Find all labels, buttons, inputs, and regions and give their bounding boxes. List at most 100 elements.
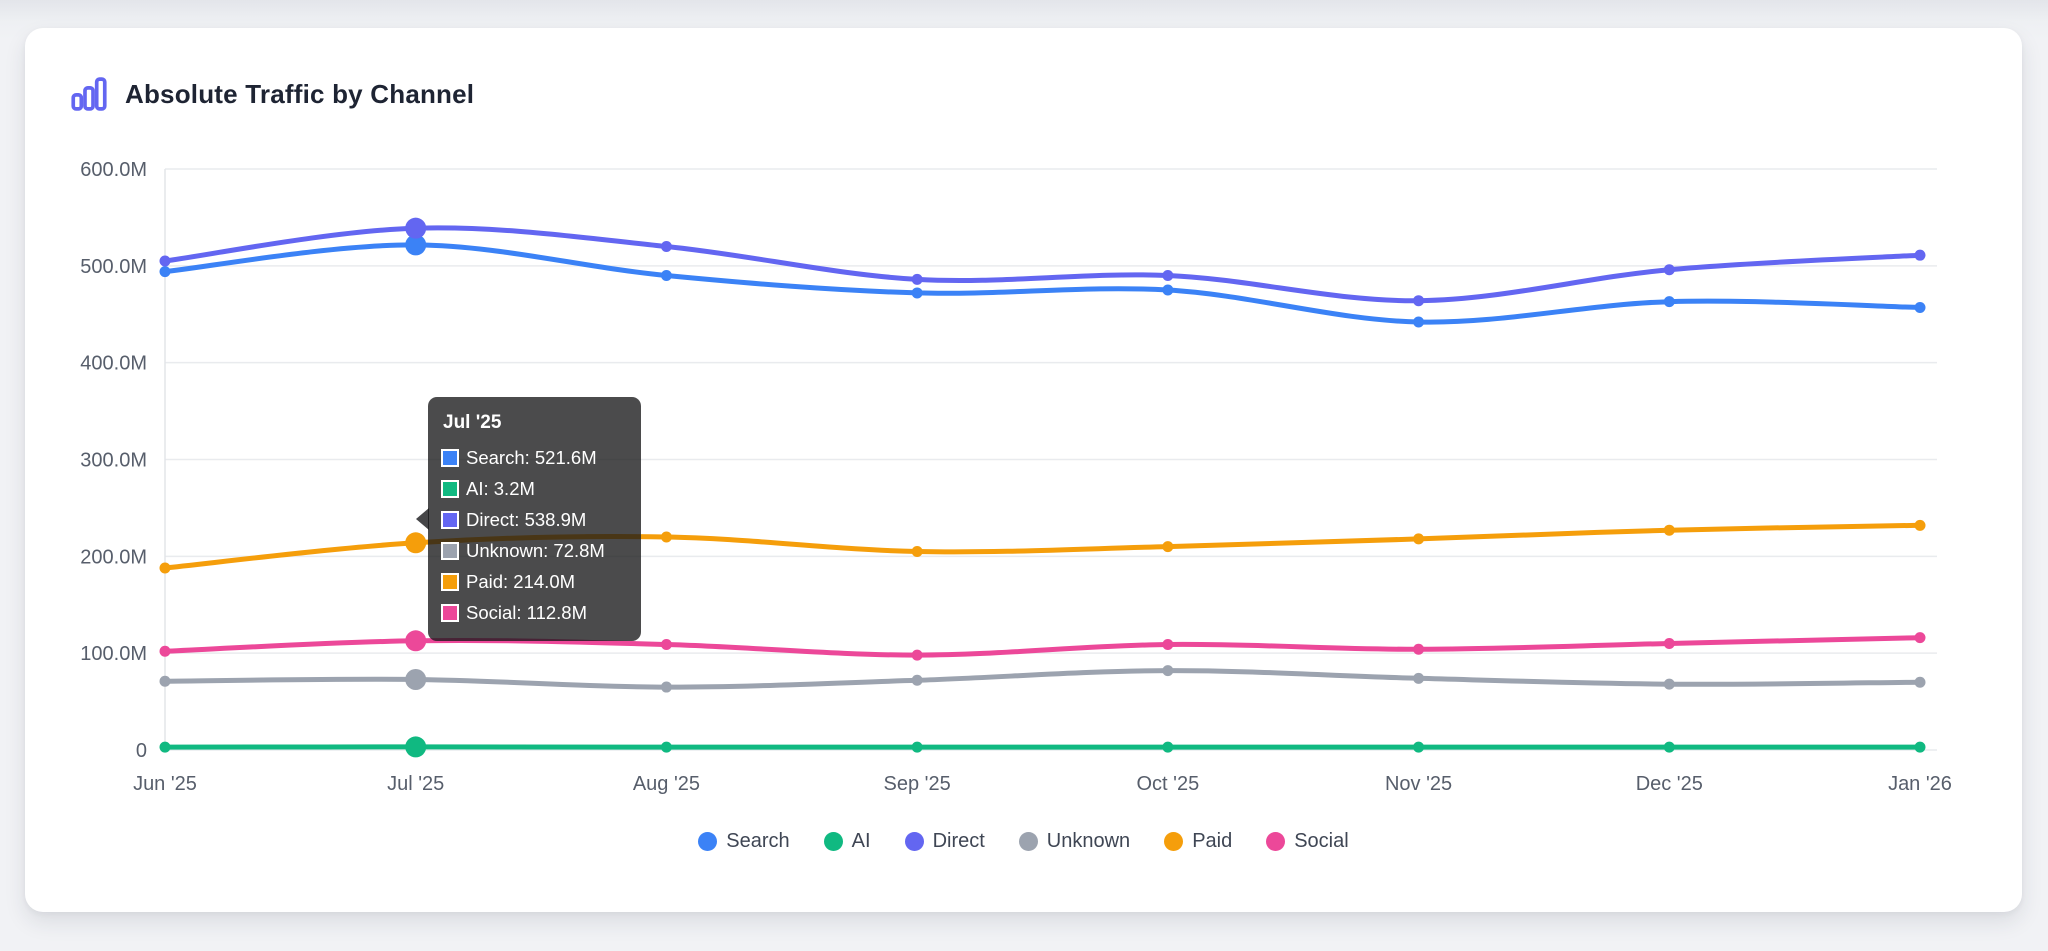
tooltip-row-unknown: Unknown: 72.8M [441, 535, 626, 566]
legend-label: Social [1294, 830, 1349, 852]
tooltip-row-ai: AI: 3.2M [441, 473, 626, 504]
legend-color-dot [1164, 832, 1184, 851]
data-point-paid[interactable] [660, 531, 672, 543]
legend-item-ai[interactable]: AI [823, 830, 871, 853]
data-point-unknown[interactable] [1413, 672, 1425, 684]
tooltip-rows: Search: 521.6M AI: 3.2M Direct: 538.9M Unkn… [441, 442, 626, 628]
data-point-direct[interactable] [1663, 264, 1675, 276]
tooltip-row-social: Social: 112.8M [441, 597, 626, 628]
highlighted-data-point-social[interactable] [405, 630, 427, 652]
data-point-ai[interactable] [1663, 741, 1675, 753]
data-point-search[interactable] [1413, 316, 1425, 328]
data-point-paid[interactable] [1914, 519, 1926, 531]
data-point-ai[interactable] [1162, 741, 1174, 753]
x-axis-tick-label: Jul '25 [387, 773, 444, 795]
tooltip-row-search: Search: 521.6M [441, 442, 626, 473]
traffic-chart-card: Absolute Traffic by Channel 600.0M 500.0M… [25, 28, 2022, 912]
data-point-direct[interactable] [911, 273, 923, 285]
data-point-social[interactable] [911, 649, 923, 661]
tooltip-series-swatch [441, 541, 459, 560]
y-axis-tick-label: 100.0M [80, 643, 147, 665]
tooltip-series-value: Search: 521.6M [466, 446, 597, 468]
data-point-ai[interactable] [1914, 741, 1926, 753]
data-point-search[interactable] [1162, 284, 1174, 296]
tooltip-row-paid: Paid: 214.0M [441, 566, 626, 597]
tooltip-series-value: AI: 3.2M [466, 477, 535, 499]
legend-color-dot [1266, 832, 1286, 851]
data-point-search[interactable] [159, 266, 171, 278]
data-point-direct[interactable] [660, 240, 672, 252]
legend-item-search[interactable]: Search [698, 830, 790, 853]
x-axis-tick-label: Nov '25 [1385, 773, 1452, 795]
y-axis-tick-label: 0 [136, 740, 147, 762]
data-point-social[interactable] [1162, 638, 1174, 650]
data-point-paid[interactable] [1162, 541, 1174, 553]
highlighted-data-point-direct[interactable] [405, 217, 427, 239]
data-point-search[interactable] [660, 270, 672, 282]
data-point-paid[interactable] [1413, 533, 1425, 545]
tooltip-series-swatch [441, 510, 459, 529]
data-point-social[interactable] [660, 638, 672, 650]
legend-color-dot [698, 832, 718, 851]
data-point-ai[interactable] [159, 741, 171, 753]
tooltip-series-value: Social: 112.8M [466, 601, 587, 623]
highlighted-data-point-paid[interactable] [405, 532, 427, 554]
x-axis-tick-label: Dec '25 [1636, 773, 1703, 795]
data-point-social[interactable] [1914, 632, 1926, 644]
legend-item-unknown[interactable]: Unknown [1018, 830, 1130, 853]
data-point-search[interactable] [1663, 296, 1675, 308]
x-axis-tick-label: Aug '25 [633, 773, 700, 795]
legend-label: Direct [932, 830, 985, 852]
data-point-social[interactable] [1663, 637, 1675, 649]
y-axis-tick-label: 600.0M [80, 159, 147, 181]
traffic-line-chart[interactable]: 600.0M 500.0M 400.0M 300.0M 200.0M 100.0M 0 Jun… [25, 28, 2022, 912]
legend-label: AI [851, 830, 871, 852]
series-line-unknown [162, 668, 1923, 690]
data-point-unknown[interactable] [911, 674, 923, 686]
chart-tooltip: Jul '25 Search: 521.6M AI: 3.2M Direct: 53… [416, 397, 641, 641]
x-axis-tick-label: Jun '25 [133, 773, 197, 795]
tooltip-series-value: Paid: 214.0M [466, 570, 576, 592]
tooltip-series-value: Unknown: 72.8M [466, 539, 605, 561]
tooltip-series-value: Direct: 538.9M [466, 508, 587, 530]
legend-item-social[interactable]: Social [1266, 830, 1349, 853]
data-point-ai[interactable] [911, 741, 923, 753]
data-point-direct[interactable] [1914, 249, 1926, 261]
highlighted-data-point-ai[interactable] [405, 736, 427, 758]
data-point-ai[interactable] [660, 741, 672, 753]
data-point-unknown[interactable] [1162, 665, 1174, 677]
y-axis-tick-label: 200.0M [80, 546, 147, 568]
legend-item-direct[interactable]: Direct [904, 830, 985, 853]
data-point-unknown[interactable] [660, 681, 672, 693]
data-point-unknown[interactable] [159, 675, 171, 687]
data-point-paid[interactable] [159, 562, 171, 574]
bar-chart-icon [71, 77, 107, 111]
data-point-direct[interactable] [159, 255, 171, 267]
tooltip-series-swatch [441, 572, 459, 591]
data-point-unknown[interactable] [1914, 676, 1926, 688]
legend-color-dot [823, 832, 843, 851]
data-point-direct[interactable] [1162, 270, 1174, 282]
chart-title: Absolute Traffic by Channel [125, 78, 475, 109]
x-axis-tick-label: Jan '26 [1888, 773, 1952, 795]
data-point-direct[interactable] [1413, 295, 1425, 307]
data-point-paid[interactable] [911, 545, 923, 557]
x-axis-tick-label: Oct '25 [1136, 773, 1199, 795]
series-line-search [162, 242, 1923, 325]
data-point-social[interactable] [1413, 643, 1425, 655]
data-point-social[interactable] [159, 645, 171, 657]
highlighted-data-point-unknown[interactable] [405, 669, 427, 691]
tooltip-arrow-left [416, 508, 429, 530]
legend-item-paid[interactable]: Paid [1164, 830, 1232, 853]
tooltip-title: Jul '25 [443, 412, 502, 433]
y-axis-tick-label: 500.0M [80, 256, 147, 278]
data-point-unknown[interactable] [1663, 678, 1675, 690]
data-point-search[interactable] [911, 287, 923, 299]
highlighted-data-point-search[interactable] [405, 234, 427, 256]
data-point-search[interactable] [1914, 301, 1926, 313]
tooltip-row-direct: Direct: 538.9M [441, 504, 626, 535]
chart-header: Absolute Traffic by Channel [68, 73, 474, 115]
data-point-paid[interactable] [1663, 524, 1675, 536]
data-point-ai[interactable] [1413, 741, 1425, 753]
